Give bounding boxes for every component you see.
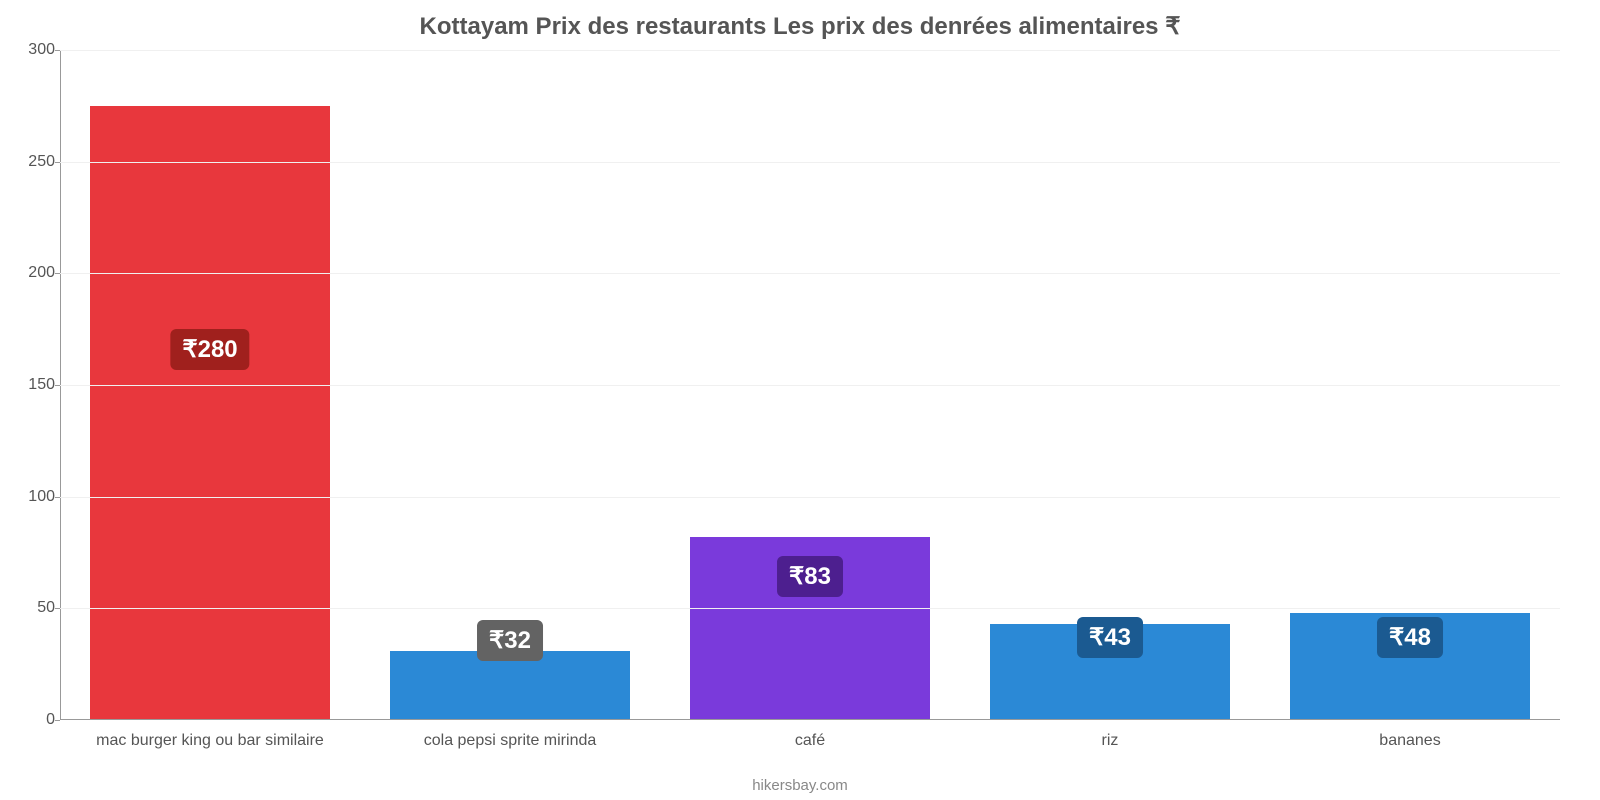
category-label: café (668, 732, 953, 750)
category-label: mac burger king ou bar similaire (68, 732, 353, 750)
category-label: riz (968, 732, 1253, 750)
y-tick-label: 250 (0, 153, 55, 171)
gridline (60, 50, 1560, 51)
bar (390, 651, 630, 720)
gridline (60, 162, 1560, 163)
y-tick-label: 100 (0, 488, 55, 506)
bar-value-label: ₹43 (1077, 617, 1143, 658)
y-tick-mark (55, 273, 60, 274)
y-tick-label: 50 (0, 599, 55, 617)
bar-value-label: ₹280 (170, 329, 249, 370)
category-label: cola pepsi sprite mirinda (368, 732, 653, 750)
y-tick-mark (55, 50, 60, 51)
bar-value-label: ₹83 (777, 556, 843, 597)
chart-title: Kottayam Prix des restaurants Les prix d… (0, 12, 1600, 41)
gridline (60, 608, 1560, 609)
y-tick-mark (55, 162, 60, 163)
y-tick-mark (55, 385, 60, 386)
y-tick-label: 200 (0, 264, 55, 282)
gridline (60, 497, 1560, 498)
y-tick-label: 150 (0, 376, 55, 394)
y-tick-mark (55, 497, 60, 498)
bar (90, 106, 330, 720)
gridline (60, 385, 1560, 386)
gridline (60, 273, 1560, 274)
y-tick-label: 300 (0, 41, 55, 59)
x-axis (60, 719, 1560, 720)
bar-value-label: ₹48 (1377, 617, 1443, 658)
y-tick-mark (55, 720, 60, 721)
attribution-text: hikersbay.com (0, 777, 1600, 794)
price-bar-chart: Kottayam Prix des restaurants Les prix d… (0, 0, 1600, 800)
y-tick-mark (55, 608, 60, 609)
y-tick-label: 0 (0, 711, 55, 729)
category-label: bananes (1268, 732, 1553, 750)
bar-value-label: ₹32 (477, 620, 543, 661)
